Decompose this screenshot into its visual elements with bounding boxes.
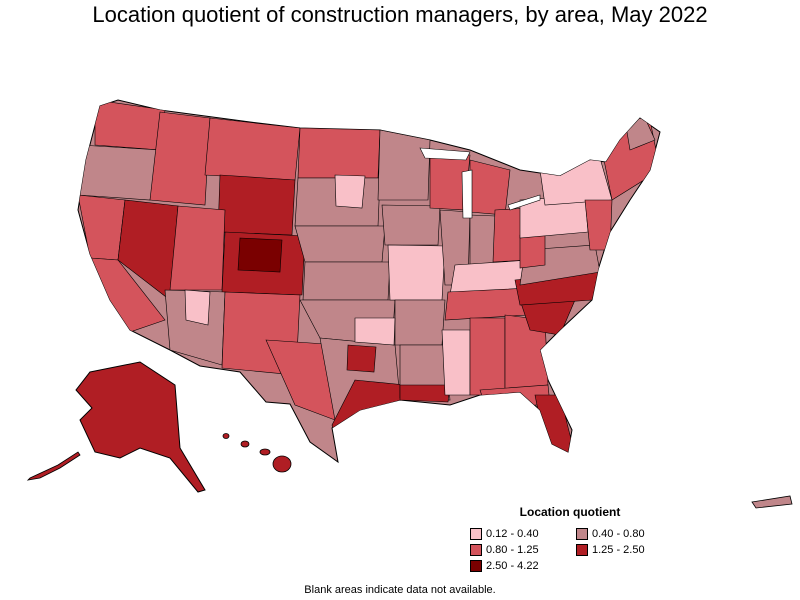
region-missouri (387, 244, 446, 301)
region-oregon (78, 144, 161, 201)
lake-erie (507, 194, 541, 211)
legend-item: 1.25 - 2.50 (576, 544, 645, 556)
legend-swatch (470, 528, 482, 540)
hawaii-oahu (240, 440, 250, 448)
legend-swatch (576, 528, 588, 540)
alaska-aleutians (26, 451, 81, 481)
region-idaho (149, 111, 211, 206)
map-title: Location quotient of construction manage… (92, 2, 708, 27)
region-mid-atlantic (584, 199, 613, 251)
region-utah (169, 205, 226, 291)
region-wyoming (217, 174, 296, 236)
region-new-york (539, 157, 613, 206)
region-denver (237, 237, 283, 273)
region-west-virginia (519, 234, 546, 269)
legend-swatch (470, 560, 482, 572)
region-arkansas-low (354, 317, 396, 346)
legend-swatch (576, 544, 588, 556)
region-louisiana-coast (399, 384, 451, 403)
alaska-shape (75, 361, 206, 493)
legend-label: 0.40 - 0.80 (592, 528, 645, 540)
hawaii-kauai (222, 433, 230, 439)
region-tennessee (444, 287, 531, 321)
region-north-dakota (297, 127, 381, 179)
hawaii-big-island (272, 455, 292, 473)
legend-label: 0.80 - 1.25 (486, 544, 539, 556)
legend-item: 0.80 - 1.25 (470, 544, 539, 556)
region-dallas (346, 344, 377, 373)
legend-swatch (470, 544, 482, 556)
hawaii (222, 433, 292, 473)
hawaii-maui (259, 448, 271, 456)
legend-label: 2.50 - 4.22 (486, 560, 539, 572)
region-washington (94, 100, 166, 151)
region-nebraska (294, 225, 386, 263)
puerto-rico (751, 495, 793, 509)
region-montana (204, 117, 301, 181)
region-california-north (78, 194, 126, 261)
legend-item: 0.12 - 0.40 (470, 528, 539, 540)
alaska (26, 361, 206, 493)
legend-item: 2.50 - 4.22 (470, 560, 539, 572)
region-alabama (469, 317, 506, 396)
lake-superior (419, 147, 471, 161)
region-mississippi (441, 329, 471, 396)
legend-label: 1.25 - 2.50 (592, 544, 645, 556)
region-arkansas (394, 299, 446, 346)
legend-label: 0.12 - 0.40 (486, 528, 539, 540)
lake-michigan (461, 169, 473, 219)
footnote: Blank areas indicate data not available. (304, 584, 496, 596)
legend-title: Location quotient (519, 505, 621, 519)
region-sd-low (334, 174, 366, 209)
puerto-rico-shape (751, 495, 793, 509)
region-kansas (302, 261, 391, 301)
region-iowa (381, 204, 441, 246)
region-michigan (469, 159, 511, 216)
region-minnesota (377, 129, 431, 201)
region-arizona-low (184, 289, 211, 326)
legend-item: 0.40 - 0.80 (576, 528, 645, 540)
